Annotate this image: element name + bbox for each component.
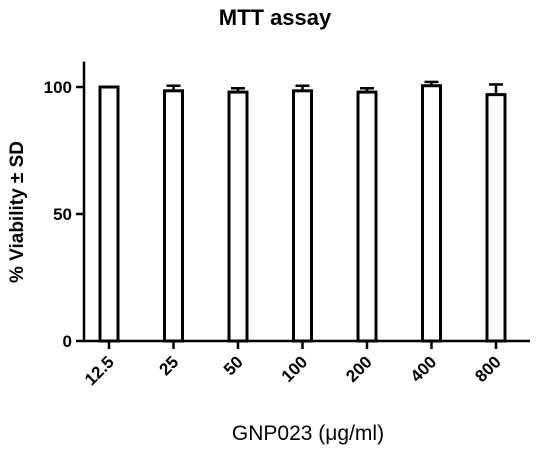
x-tick-label: 50 [220, 352, 247, 379]
x-tick-label: 25 [156, 352, 183, 379]
y-tick-label: 0 [63, 332, 72, 351]
bar [421, 84, 442, 343]
bar [98, 85, 120, 343]
bar [356, 90, 378, 343]
bar [292, 89, 313, 343]
x-tick-label: 400 [407, 352, 440, 385]
x-tick-label: 800 [471, 352, 504, 385]
bar [163, 89, 184, 343]
y-tick-label: 50 [53, 205, 72, 224]
bar [227, 90, 249, 343]
x-tick-label: 200 [342, 352, 375, 385]
x-tick-label: 12.5 [81, 352, 118, 389]
bar [485, 93, 507, 343]
y-axis-label: % Viability ± SD [7, 141, 28, 283]
chart-title: MTT assay [219, 5, 332, 30]
plot-area: 0 50 100 12.5 25 50 100 200 400 800 [44, 61, 530, 389]
x-tick-label: 100 [278, 352, 311, 385]
y-tick-label: 100 [44, 78, 72, 97]
x-axis-label: GNP023 (μg/ml) [232, 422, 384, 445]
